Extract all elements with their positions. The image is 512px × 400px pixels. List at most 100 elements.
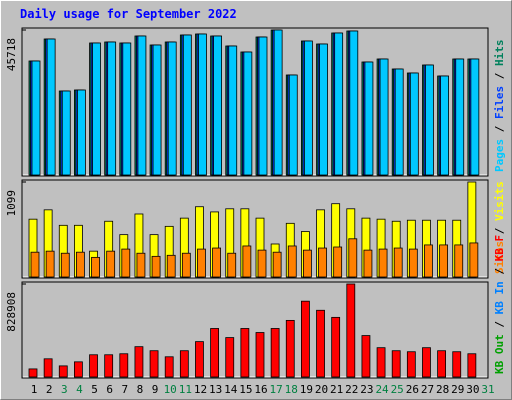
x-tick-label: 27 <box>421 383 434 396</box>
x-tick-label: 26 <box>406 383 419 396</box>
bar <box>104 354 114 378</box>
bar <box>43 358 53 378</box>
x-tick-label: 18 <box>285 383 298 396</box>
x-tick-label: 13 <box>209 383 222 396</box>
legend-entry: Sites <box>493 241 506 274</box>
bar <box>455 58 465 176</box>
x-tick-label: 10 <box>164 383 177 396</box>
legend-separator: / <box>493 261 506 281</box>
bar <box>255 332 265 378</box>
chart-title: Daily usage for September 2022 <box>20 7 237 21</box>
legend-entry: Files <box>493 86 506 119</box>
bar <box>122 42 132 176</box>
legend-separator: / <box>493 66 506 86</box>
bar <box>228 45 238 176</box>
bar <box>470 58 480 176</box>
y-tick-label: 828908 <box>5 292 18 332</box>
x-tick-label: 11 <box>179 383 192 396</box>
legend-separator: / <box>493 314 506 334</box>
x-tick-label: 12 <box>194 383 207 396</box>
bar <box>151 255 161 278</box>
bar <box>60 252 70 278</box>
bar <box>424 244 433 278</box>
x-tick-label: 8 <box>137 383 144 396</box>
x-tick-label: 17 <box>270 383 283 396</box>
bar <box>303 40 313 176</box>
bar <box>258 36 268 176</box>
bar <box>454 244 464 278</box>
x-tick-label: 9 <box>152 383 159 396</box>
legend-entry: Pages <box>493 139 506 172</box>
bar <box>46 38 56 176</box>
bar <box>273 29 283 176</box>
x-tick-label: 24 <box>375 383 389 396</box>
bar <box>77 89 86 176</box>
bar <box>212 247 222 278</box>
bar <box>316 309 325 378</box>
legend-separator: / <box>493 221 506 241</box>
x-tick-label: 25 <box>391 383 404 396</box>
bar <box>376 347 386 378</box>
x-tick-label: 3 <box>61 383 68 396</box>
x-tick-label: 15 <box>239 383 252 396</box>
bar <box>348 238 358 278</box>
bar <box>272 251 282 278</box>
x-tick-label: 30 <box>466 383 479 396</box>
bar <box>318 247 327 278</box>
bar <box>152 44 162 176</box>
bar <box>300 300 310 378</box>
x-tick-label: 5 <box>91 383 98 396</box>
bar <box>285 319 295 378</box>
bar <box>166 254 176 278</box>
x-tick-label: 23 <box>360 383 373 396</box>
bar <box>76 251 85 278</box>
bar <box>106 250 116 278</box>
bar <box>270 328 280 378</box>
bar <box>198 33 207 176</box>
x-tick-label: 28 <box>436 383 449 396</box>
bar <box>319 43 328 176</box>
legend-entry: Visits <box>493 181 506 221</box>
bar <box>167 41 177 176</box>
legend: Pages / Files / Hits <box>493 40 506 173</box>
bar <box>440 75 450 176</box>
bar <box>334 32 344 176</box>
x-tick-label: 6 <box>106 383 113 396</box>
bar <box>182 34 192 176</box>
x-tick-label: 21 <box>330 383 343 396</box>
bar <box>302 249 312 278</box>
bar <box>409 72 419 176</box>
bar <box>243 51 253 176</box>
bar <box>331 316 341 378</box>
bar <box>45 250 55 278</box>
bar <box>136 252 146 278</box>
bar <box>349 30 359 176</box>
x-tick-label: 4 <box>76 383 83 396</box>
bar <box>242 245 252 278</box>
legend-entry: KB F <box>493 235 506 262</box>
x-tick-label: 31 <box>481 383 494 396</box>
legend-entry: KB Out <box>493 334 506 374</box>
bar <box>107 41 117 176</box>
bar <box>30 251 40 278</box>
bar <box>391 350 401 378</box>
bar <box>89 354 98 378</box>
bar <box>363 249 373 278</box>
x-tick-label: 14 <box>224 383 238 396</box>
bar <box>28 368 38 378</box>
bar <box>379 58 389 176</box>
bar <box>452 351 462 378</box>
bar <box>195 341 204 378</box>
bar <box>225 337 235 378</box>
bar <box>422 347 431 378</box>
bar <box>394 68 404 176</box>
bar <box>408 248 418 278</box>
bar <box>31 60 41 176</box>
bar <box>210 328 220 378</box>
bar <box>137 35 147 176</box>
x-tick-label: 19 <box>300 383 313 396</box>
bar <box>74 361 83 378</box>
legend: Sites / Visits <box>493 181 506 274</box>
